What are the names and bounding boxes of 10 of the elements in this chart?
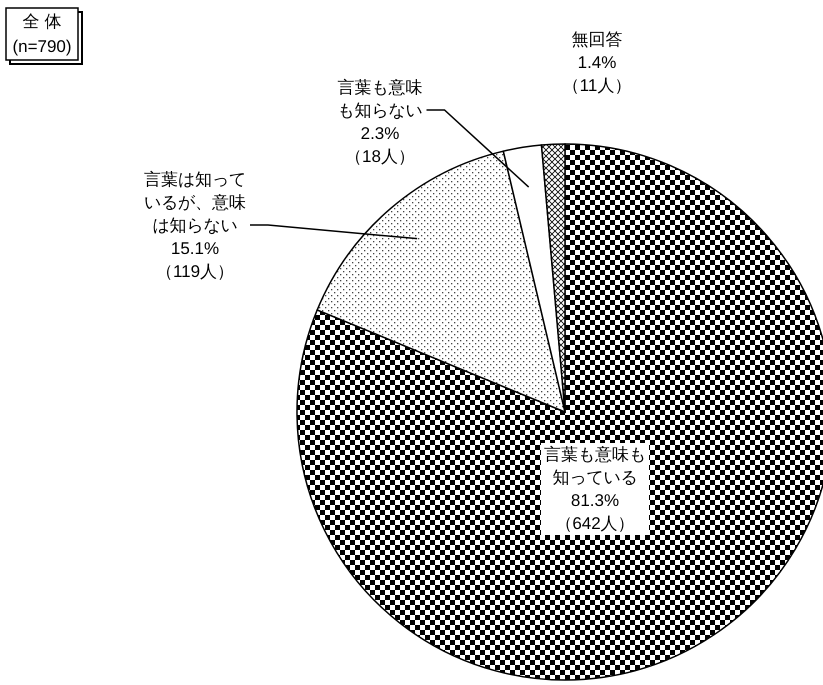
chart-title: 全 体 xyxy=(22,12,62,31)
slice-label: 言葉も意味も知らない xyxy=(338,78,422,120)
slice-label: 無回答 xyxy=(572,30,622,49)
slice-label: 言葉は知っているが、意味は知らない xyxy=(144,170,246,235)
chart-subtitle: (n=790) xyxy=(12,37,72,56)
data-label: 81.3% （642人） xyxy=(555,491,635,533)
slice-label: 言葉も意味も知っている xyxy=(544,445,646,487)
data-label: 1.4% （11人） xyxy=(562,53,632,95)
data-label: 15.1% （119人） xyxy=(156,239,234,281)
data-label: 2.3% （18人） xyxy=(345,124,415,166)
